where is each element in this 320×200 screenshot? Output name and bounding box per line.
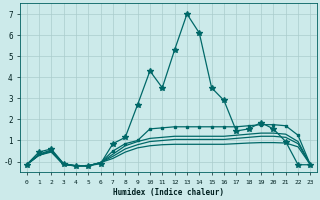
X-axis label: Humidex (Indice chaleur): Humidex (Indice chaleur) — [113, 188, 224, 197]
